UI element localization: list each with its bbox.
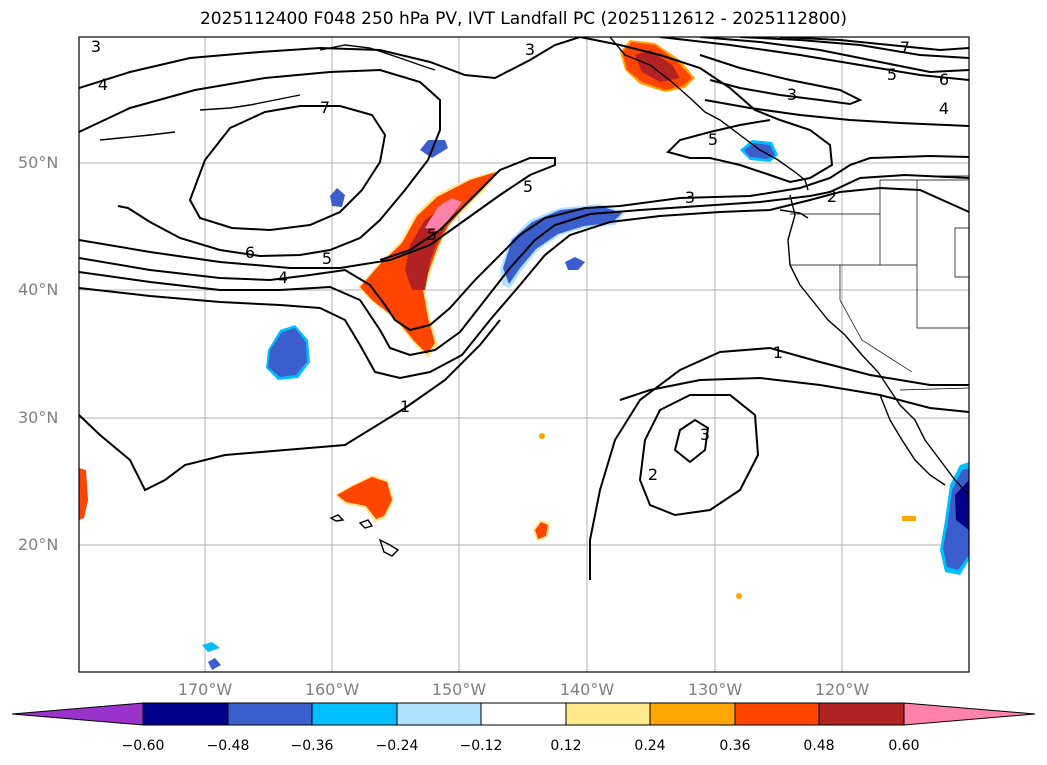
colorbar-segment <box>818 702 905 726</box>
lon-label: 170°W <box>177 680 233 699</box>
negative-anomaly-shading <box>202 140 969 670</box>
lat-label: 30°N <box>18 408 59 427</box>
colorbar-tick-label: −0.36 <box>290 738 334 754</box>
lon-label: 130°W <box>687 680 743 699</box>
coastlines <box>99 37 969 557</box>
contour-label: 3 <box>91 37 101 56</box>
contour-label: 1 <box>773 343 783 362</box>
contour-labels: 3 4 7 6 5 4 5 3 3 5 3 2 1 3 2 1 7 5 6 4 … <box>91 37 949 484</box>
lon-label: 120°W <box>814 680 870 699</box>
contour-label: 4 <box>939 99 949 118</box>
lat-label: 50°N <box>18 153 59 172</box>
contour-label: 5 <box>322 249 332 268</box>
colorbar-tick-label: 0.12 <box>550 738 582 754</box>
colorbar-segment <box>734 702 820 726</box>
colorbar-tick-label: −0.60 <box>121 738 165 754</box>
gridlines <box>79 37 969 672</box>
colorbar-extend-min <box>11 702 144 726</box>
contour-label: 4 <box>98 75 108 94</box>
colorbar-tick-label: −0.48 <box>206 738 250 754</box>
contour-label: 3 <box>700 425 710 444</box>
lon-label: 160°W <box>304 680 360 699</box>
contour-label: 5 <box>523 177 533 196</box>
contour-label: 1 <box>400 397 410 416</box>
colorbar-tick-label: 0.36 <box>719 738 751 754</box>
colorbar-segment <box>311 702 398 726</box>
contour-label: 3 <box>685 188 695 207</box>
pv-contours <box>79 37 969 580</box>
lon-label: 140°W <box>559 680 615 699</box>
state-borders <box>790 175 969 391</box>
contour-label: 5 <box>427 225 437 244</box>
colorbar-tick-label: 0.24 <box>634 738 666 754</box>
contour-label: 3 <box>525 40 535 59</box>
lon-label: 150°W <box>431 680 487 699</box>
colorbar-tick-label: −0.12 <box>459 738 503 754</box>
contour-label: 3 <box>787 85 797 104</box>
contour-label: 2 <box>827 187 837 206</box>
colorbar-segment <box>649 702 736 726</box>
contour-label: 7 <box>320 98 330 117</box>
colorbar-segment <box>480 702 567 726</box>
map-frame <box>78 36 970 673</box>
lat-label: 40°N <box>18 280 59 299</box>
contour-label: 6 <box>939 70 949 89</box>
colorbar-extend-max <box>903 702 1036 726</box>
contour-label: 4 <box>278 268 288 287</box>
contour-label: 5 <box>708 130 718 149</box>
colorbar-tick-label: −0.24 <box>375 738 419 754</box>
contour-label: 6 <box>245 243 255 262</box>
lat-label: 20°N <box>18 535 59 554</box>
colorbar-segment <box>565 702 651 726</box>
map-title: 2025112400 F048 250 hPa PV, IVT Landfall… <box>199 9 847 29</box>
colorbar-tick-label: 0.48 <box>803 738 835 754</box>
colorbar-segment <box>227 702 313 726</box>
contour-label: 5 <box>887 65 897 84</box>
colorbar <box>11 702 1036 726</box>
colorbar-segment <box>396 702 482 726</box>
contour-label: 7 <box>900 38 910 57</box>
colorbar-tick-label: 0.60 <box>888 738 920 754</box>
colorbar-segment <box>142 702 229 726</box>
contour-label: 2 <box>648 465 658 484</box>
